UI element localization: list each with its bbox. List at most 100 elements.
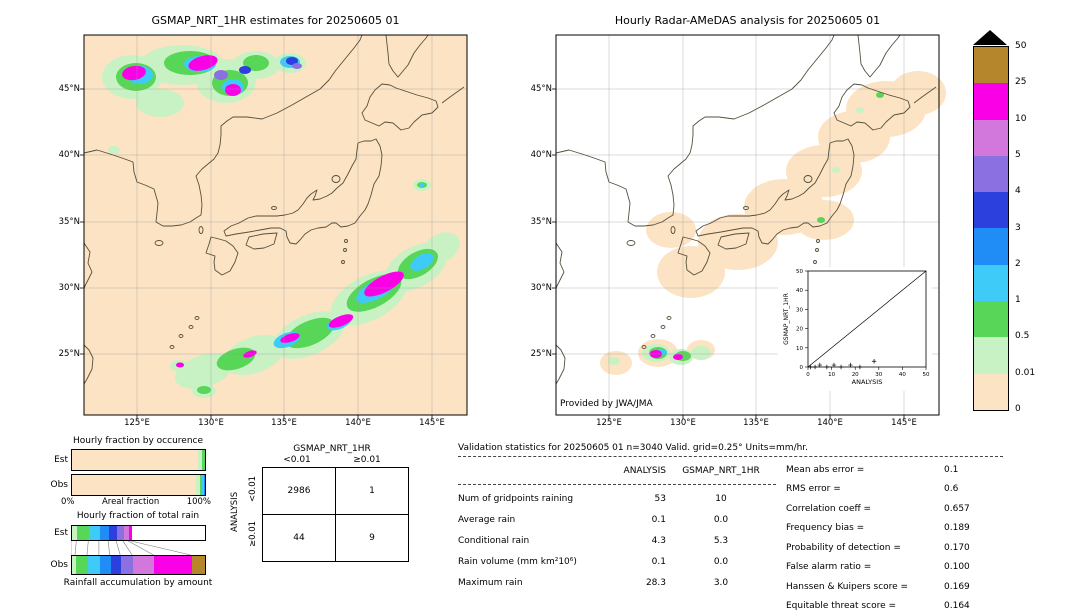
scatter-point [824,364,830,370]
score-label: Probability of detection = [786,542,901,553]
score-label: Hanssen & Kuipers score = [786,581,909,592]
svg-text:30: 30 [875,372,882,378]
validation-scores: Mean abs error = 0.1 RMS error = 0.6 Cor… [786,460,994,612]
bar-segment [72,475,196,495]
score-value: 0.100 [944,562,970,573]
colorbar-segment [974,264,1008,302]
bar-segment [133,556,155,574]
svg-text:50: 50 [796,269,803,275]
lat-tick: 40°N [58,150,80,160]
lat-tick: 30°N [58,283,80,293]
lat-tick: 30°N [530,283,552,293]
colorbar-tick-label: 2 [1015,258,1021,269]
validation-gsmap-value: 10 [715,493,727,504]
svg-text:10: 10 [828,372,835,378]
colorbar-segment [974,192,1008,229]
inset-ticks-and-points: 00 10 10 20 20 30 30 40 40 50 50 [796,269,930,378]
colorbar-labels: 50 25 10 5 4 3 2 1 0.5 0.01 0 [1015,41,1045,414]
validation-col-header: ANALYSIS [623,465,666,476]
lon-tick: 125°E [596,418,622,428]
validation-row: Average rain 0.1 0.0 [458,509,1018,530]
validation-gsmap-value: 0.0 [713,556,729,567]
left-map-panel: GSMAP_NRT_1HR estimates for 20250605 01 [59,14,468,428]
contingency-row-label: <0.01 [248,475,258,503]
lon-tick: 135°E [743,418,769,428]
colorbar-segments [973,46,1009,411]
occurrence-obs-bar [71,474,206,496]
bar-segment [72,526,78,540]
lat-tick: 35°N [530,217,552,227]
bar-segment [129,526,132,540]
est-label: Est [54,455,68,465]
axis-max-label: 100% [186,497,211,507]
lat-tick: 25°N [530,349,552,359]
bar-segment [195,475,200,495]
bar-segment [72,556,76,574]
validation-analysis-value: 0.1 [651,514,666,525]
dashed-rule [458,456,1003,457]
colorbar-tick-label: 0 [1015,404,1021,414]
left-map-plot [79,34,468,420]
colorbar-tick-label: 3 [1015,222,1021,233]
scatter-point [808,364,813,370]
axis-min-label: 0% [61,497,75,507]
left-map-precip [102,45,460,398]
bar-segment [199,475,203,495]
obs-label: Obs [50,560,69,570]
score-label: Equitable threat score = [786,601,897,612]
svg-text:30: 30 [796,307,803,313]
validation-row: Maximum rain 28.3 3.0 [458,572,1018,593]
bar-segment [191,556,205,574]
score-row: Probability of detection = 0.170 [786,538,994,558]
score-row: Frequency bias = 0.189 [786,519,994,539]
lon-tick: 130°E [670,418,696,428]
left-map-title: GSMAP_NRT_1HR estimates for 20250605 01 [151,14,400,27]
colorbar-tick-label: 10 [1015,113,1027,124]
bar-segment [99,556,111,574]
right-map-panel: Hourly Radar-AMeDAS analysis for 2025060… [531,14,946,428]
scatter-point [857,364,863,370]
validation-analysis-value: 4.3 [651,535,666,546]
validation-row-label: Average rain [458,514,516,525]
score-value: 0.169 [944,581,970,592]
occurrence-charts-block: Hourly fraction by occurence Est Obs 0% … [48,436,238,588]
lat-tick: 40°N [530,150,552,160]
contingency-table: 2986 1 44 9 [262,467,409,562]
validation-analysis-value: 0.1 [651,556,666,567]
map-credit: Provided by JWA/JMA [560,399,653,409]
contingency-cell: 1 [335,467,409,515]
validation-analysis-value: 53 [654,493,666,504]
bar-segment [87,556,100,574]
lat-tick: 35°N [58,217,80,227]
validation-analysis-value: 28.3 [645,577,666,588]
score-value: 0.189 [944,523,970,534]
bar-segment [110,556,122,574]
total-rain-est-bar [71,525,206,541]
contingency-panel: GSMAP_NRT_1HR <0.01 ≥0.01 ANALYSIS <0.01… [228,444,418,562]
score-value: 0.164 [944,601,970,612]
colorbar-segment [974,228,1008,265]
scatter-point [838,364,844,370]
validation-row-label: Maximum rain [458,577,523,588]
occurrence-est-row: Est [48,449,238,471]
right-map-precip [600,71,946,375]
svg-text:40: 40 [796,288,803,294]
scatter-point [871,359,877,364]
bar-segment [198,450,203,470]
colorbar-tick-label: 0.01 [1015,367,1036,378]
lat-tick: 45°N [58,84,80,94]
inset-xlabel: ANALYSIS [852,378,883,386]
contingency-col-label: <0.01 [283,455,311,465]
colorbar-tick-label: 25 [1015,77,1027,88]
bar-segment [203,475,205,495]
scatter-point [848,362,853,368]
svg-text:20: 20 [796,327,803,333]
axis-title: Areal fraction [101,497,160,507]
colorbar-tick-label: 5 [1015,149,1021,160]
bar-segment [154,556,192,574]
colorbar-tick-label: 0.5 [1015,331,1030,342]
validation-gsmap-value: 3.0 [713,577,729,588]
validation-row: Rain volume (mm km²10⁶) 0.1 0.0 [458,551,1018,572]
validation-gsmap-value: 0.0 [713,514,729,525]
